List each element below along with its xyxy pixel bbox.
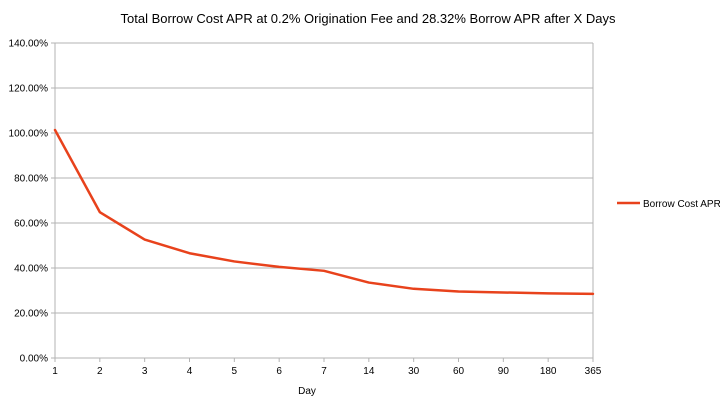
x-tick-label: 7 xyxy=(321,366,327,377)
x-tick-label: 60 xyxy=(453,366,465,377)
y-tick-label: 0.00% xyxy=(20,354,48,365)
legend: Borrow Cost APR xyxy=(617,199,720,210)
x-tick-label: 1 xyxy=(52,366,58,377)
chart-title: Total Borrow Cost APR at 0.2% Originatio… xyxy=(121,11,616,26)
y-tick-label: 100.00% xyxy=(9,129,49,140)
y-tick-label: 40.00% xyxy=(14,264,48,275)
x-tick-label: 14 xyxy=(363,366,375,377)
legend-label: Borrow Cost APR xyxy=(643,199,720,210)
y-tick-labels: 0.00% 20.00% 40.00% 60.00% 80.00% 100.00% 120.… xyxy=(9,39,49,365)
x-tick-label: 180 xyxy=(540,366,557,377)
y-tick-label: 20.00% xyxy=(14,309,48,320)
axes xyxy=(54,43,594,362)
x-tick-label: 30 xyxy=(408,366,420,377)
x-tick-label: 4 xyxy=(187,366,193,377)
series-layer xyxy=(53,128,595,296)
x-tick-label: 90 xyxy=(498,366,510,377)
x-tick-label: 365 xyxy=(585,366,602,377)
y-tick-label: 60.00% xyxy=(14,219,48,230)
gridlines xyxy=(51,42,593,359)
x-tick-label: 6 xyxy=(276,366,282,377)
x-tick-labels: 1 2 3 4 5 6 7 14 30 60 90 180 365 xyxy=(52,366,602,377)
y-tick-label: 80.00% xyxy=(14,174,48,185)
x-axis-label: Day xyxy=(298,386,316,397)
y-tick-label: 140.00% xyxy=(9,39,49,50)
x-tick-label: 3 xyxy=(142,366,148,377)
series-line-borrow-cost-apr xyxy=(53,128,595,296)
x-tick-label: 5 xyxy=(232,366,238,377)
x-tick-label: 2 xyxy=(97,366,103,377)
y-tick-label: 120.00% xyxy=(9,84,49,95)
